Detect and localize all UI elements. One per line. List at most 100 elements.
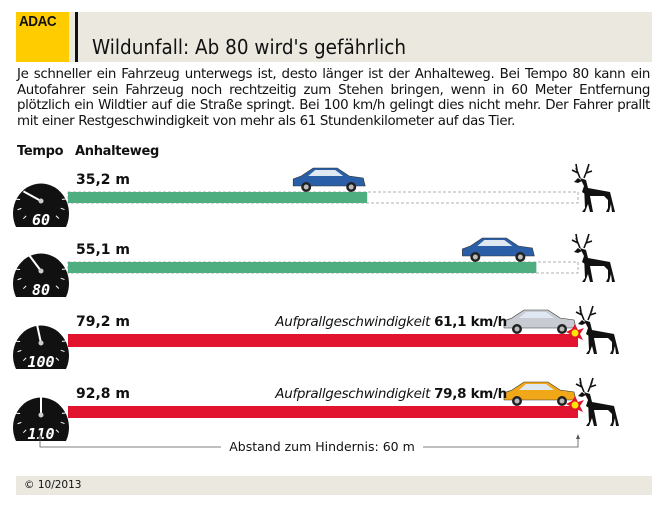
car-hub [303, 184, 309, 190]
deer-legs [582, 186, 593, 212]
speedometer-tick [17, 421, 22, 425]
speedometer-hub [38, 198, 44, 204]
deer-legs [586, 400, 597, 426]
deer-head [574, 248, 582, 253]
copyright: © 10/2013 [24, 479, 82, 491]
car-body [462, 237, 535, 257]
page-title: Wildunfall: Ab 80 wird's gefährlich [92, 35, 406, 59]
speedometer-tick [44, 176, 47, 181]
speedometer-tick [53, 394, 57, 399]
distance-label: 55,1 m [76, 242, 131, 258]
speedometer-needle [22, 190, 42, 202]
speedometer-tick [59, 402, 64, 406]
stopping-distance-bar [68, 406, 578, 418]
bar-row: 100 [12, 305, 619, 371]
speedometer-tick [17, 207, 22, 211]
intro-text: Je schneller ein Fahrzeug unterwegs ist,… [17, 67, 650, 129]
speedometer-dial [12, 397, 70, 441]
speedometer-tick [59, 258, 64, 262]
distance-label: 79,2 m [76, 314, 131, 330]
header-band [16, 12, 652, 62]
speedometer-tick [22, 429, 27, 434]
car-hub [514, 326, 520, 332]
car-icon [503, 309, 577, 334]
deer-icon [575, 377, 619, 426]
speedometer-icon: 60 [12, 176, 69, 229]
speedometer-tick [18, 258, 23, 262]
impact-speed-label: Aufprallgeschwindigkeit 79,8 km/h [275, 386, 507, 402]
impact-burst-core [571, 401, 579, 409]
car-window [308, 170, 344, 176]
car-icon [462, 237, 535, 262]
deer-icon [575, 305, 619, 354]
speedometer-tick [53, 322, 57, 327]
speedometer-needle [28, 254, 42, 272]
distance-label: 35,2 m [76, 172, 131, 188]
speedometer-icon: 80 [12, 246, 70, 299]
deer-body [584, 392, 619, 426]
deer-icon [571, 163, 615, 212]
speedometer-tick [22, 215, 27, 220]
deer-head [578, 320, 586, 325]
speedometer-tick [59, 188, 64, 192]
car-hub [559, 326, 565, 332]
deer-head [578, 392, 586, 397]
speedometer-tick [25, 394, 29, 399]
speedometer-tick [17, 277, 22, 281]
impact-burst-core [571, 329, 579, 337]
speedometer-tick [60, 349, 65, 353]
speedometer-hub [38, 268, 44, 274]
speedometer-tick [18, 188, 23, 192]
logo-text: ADAC [19, 13, 57, 30]
speedometer-tick [55, 215, 60, 219]
speedometer-tick [22, 357, 27, 362]
car-window [519, 384, 554, 390]
car-window [477, 240, 513, 246]
deer-antlers [571, 233, 593, 249]
column-header-distance: Anhalteweg [75, 144, 159, 159]
speedometer-tick [17, 349, 22, 353]
speedometer-tick [35, 176, 37, 181]
divider [75, 12, 78, 62]
speedometer-tick [60, 207, 65, 211]
footer-band [16, 476, 652, 495]
car-hub [559, 398, 565, 404]
deer-legs [586, 328, 597, 354]
speedometer-readout: 60 [32, 211, 50, 229]
speedometer-tick [59, 330, 64, 334]
speedometer-tick [35, 246, 37, 251]
speedometer-tick [53, 180, 57, 185]
impact-speed-label: Aufprallgeschwindigkeit 61,1 km/h [275, 314, 507, 330]
deer-antlers [575, 305, 597, 321]
speedometer-tick [25, 322, 29, 327]
speedometer-tick [55, 429, 60, 433]
deer-head [574, 178, 582, 183]
speedometer-dial [12, 325, 70, 369]
speedometer-tick [18, 402, 23, 406]
deer-legs [582, 256, 593, 282]
impact-label: Aufprallgeschwindigkeit [275, 386, 435, 402]
speedometer-tick [55, 285, 60, 289]
speedometer-tick [35, 390, 37, 395]
speedometer-readout: 80 [32, 281, 50, 299]
speedometer-tick [60, 421, 65, 425]
speedometer-tick [25, 250, 29, 255]
speedometer-tick [44, 390, 47, 395]
adac-logo: ADAC [16, 12, 69, 62]
bar-row: 80 [12, 233, 615, 299]
car-icon [292, 167, 366, 192]
speedometer-tick [22, 285, 27, 290]
speedometer-readout: 100 [27, 353, 54, 371]
speedometer-tick [44, 246, 47, 251]
speedometer-hub [38, 340, 44, 346]
speedometer-tick [25, 180, 29, 185]
obstacle-distance-text: Abstand zum Hindernis: 60 m [221, 439, 423, 454]
impact-value: 79,8 km/h [434, 386, 507, 402]
car-hub [348, 184, 354, 190]
car-hub [517, 254, 523, 260]
deer-body [584, 320, 619, 354]
car-window [519, 312, 554, 318]
column-header-tempo: Tempo [17, 144, 64, 159]
bar-row: 110 [12, 377, 619, 443]
